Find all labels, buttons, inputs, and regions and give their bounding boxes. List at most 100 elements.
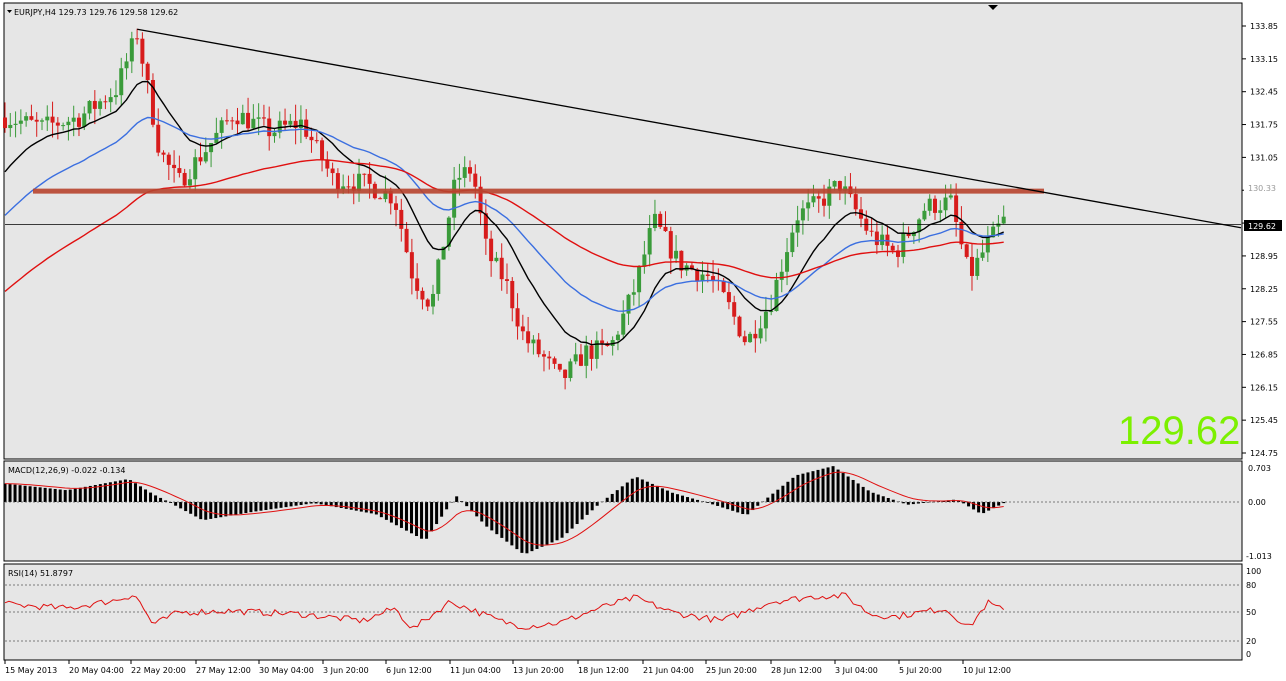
candle-body	[890, 245, 895, 251]
current-price-label: 129.62	[1248, 222, 1276, 231]
macd-bar	[711, 502, 715, 505]
candle-body	[573, 354, 578, 362]
macd-bar	[274, 502, 278, 509]
macd-bar	[916, 502, 920, 504]
candle-body	[50, 116, 55, 123]
macd-bar	[470, 502, 474, 512]
time-tick-label: 22 May 20:00	[131, 666, 186, 675]
candle-body	[753, 333, 758, 339]
macd-bar	[440, 502, 444, 517]
macd-bar	[354, 502, 358, 511]
price-tick-label: 131.75	[1250, 121, 1278, 130]
candle-body	[721, 280, 726, 293]
macd-bar	[781, 485, 785, 502]
macd-bar	[289, 502, 293, 507]
macd-bar	[159, 497, 163, 502]
macd-bar	[957, 500, 961, 502]
price-tick-label: 126.15	[1250, 383, 1278, 392]
price-panel[interactable]	[3, 2, 1243, 460]
macd-bar	[555, 502, 559, 541]
macd-bar	[68, 489, 72, 502]
macd-bar	[670, 492, 674, 502]
candle-body	[568, 361, 573, 378]
candle-body	[473, 173, 478, 187]
candle-body	[61, 125, 66, 127]
candle-body	[198, 157, 203, 162]
candle-body	[985, 237, 990, 253]
candle-body	[478, 186, 483, 214]
candle-body	[404, 228, 409, 253]
candle-body	[853, 194, 858, 210]
macd-bar	[399, 502, 403, 528]
candle-body	[119, 68, 124, 96]
candle-body	[18, 120, 23, 124]
candle-body	[637, 266, 642, 293]
macd-bar	[164, 500, 168, 502]
macd-bar	[595, 502, 599, 506]
macd-bar	[379, 502, 383, 518]
macd-bar	[846, 476, 850, 502]
macd-bar	[219, 502, 223, 518]
candle-body	[795, 220, 800, 233]
macd-bar	[490, 502, 494, 531]
candle-body	[161, 152, 166, 155]
shift-marker-icon[interactable]	[988, 5, 998, 10]
macd-bar	[33, 486, 37, 502]
moving-averages	[4, 80, 1004, 346]
macd-label-zero: 0.00	[1248, 498, 1266, 507]
candle-body	[827, 186, 832, 206]
macd-bar	[565, 502, 569, 534]
candle-body	[182, 172, 187, 186]
candle-body	[330, 168, 335, 174]
candle-body	[145, 63, 150, 80]
rsi-label-100: 100	[1246, 567, 1261, 576]
macd-bar	[254, 502, 258, 512]
macd-bar	[410, 502, 414, 534]
macd-bar	[128, 480, 132, 502]
macd-bar	[73, 488, 77, 502]
candle-body	[235, 120, 240, 125]
candle-body	[932, 198, 937, 213]
candle-body	[425, 299, 430, 307]
candle-body	[467, 167, 472, 174]
candle-body	[806, 202, 811, 209]
candle-body	[674, 250, 679, 259]
time-tick-label: 28 Jun 12:00	[771, 666, 822, 675]
macd-bar	[339, 502, 343, 508]
candle-body	[732, 302, 737, 317]
header-dropdown-icon[interactable]	[7, 10, 12, 13]
candle-body	[230, 120, 235, 122]
candle-body	[87, 100, 92, 114]
macd-bar	[53, 488, 57, 502]
price-tick-label: 126.85	[1250, 350, 1278, 359]
macd-bar	[93, 485, 97, 502]
macd-bar	[821, 468, 825, 502]
macd-bar	[545, 502, 549, 545]
rsi-label-20: 20	[1246, 637, 1256, 646]
candle-body	[758, 328, 763, 339]
macd-bar	[88, 485, 92, 502]
candle-body	[82, 113, 87, 127]
macd-bar	[751, 502, 755, 511]
macd-bar	[706, 502, 710, 503]
macd-bar	[58, 489, 62, 502]
macd-bar	[851, 479, 855, 502]
candle-body	[504, 279, 509, 281]
time-axis: 15 May 2013 20 May 04:00 22 May 20:00 27 Ma…	[4, 660, 1011, 675]
macd-bar	[364, 502, 368, 513]
macd-bar	[540, 502, 544, 547]
price-tick-label: 133.15	[1250, 55, 1278, 64]
candle-body	[103, 101, 108, 103]
macd-bar	[239, 502, 243, 514]
macd-bar	[721, 502, 725, 508]
rsi-label-50: 50	[1246, 608, 1256, 617]
candle-body	[626, 294, 631, 314]
macd-bar	[430, 502, 434, 532]
macd-bar	[404, 502, 408, 531]
macd-bar	[510, 502, 514, 546]
candle-body	[642, 254, 647, 267]
candle-body	[547, 356, 552, 359]
macd-bar	[675, 494, 679, 502]
candle-body	[314, 140, 319, 142]
